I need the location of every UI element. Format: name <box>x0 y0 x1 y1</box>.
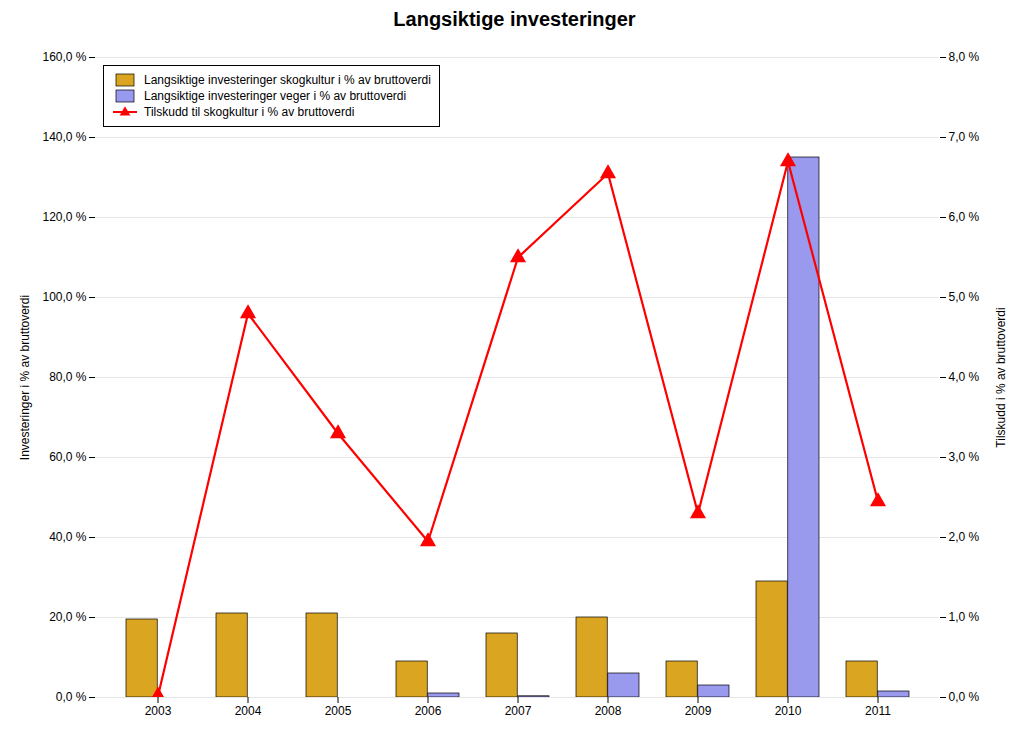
svg-text:2011: 2011 <box>865 704 891 718</box>
svg-text:100,0 %: 100,0 % <box>42 290 86 304</box>
svg-text:120,0 %: 120,0 % <box>42 210 86 224</box>
html-text:Langsiktige investeringer skog: Langsiktige investeringer skogkultur i %… <box>144 73 431 87</box>
svg-text:0,0 %: 0,0 % <box>949 690 980 704</box>
svg-text:40,0 %: 40,0 % <box>49 530 87 544</box>
svg-text:3,0 %: 3,0 % <box>949 450 980 464</box>
html-text:Tilskudd til skogkultur i % av: Tilskudd til skogkultur i % av bruttover… <box>144 105 355 119</box>
svg-text:8,0 %: 8,0 % <box>949 50 980 64</box>
html-text:Langsiktige investeringer: Langsiktige investeringer <box>393 8 636 30</box>
svg-text:2007: 2007 <box>505 704 532 718</box>
svg-text:2,0 %: 2,0 % <box>949 530 980 544</box>
svg-text:0,0 %: 0,0 % <box>56 690 87 704</box>
svg-text:140,0 %: 140,0 % <box>42 130 86 144</box>
svg-text:Tilskudd i % av bruttoverdi: Tilskudd i % av bruttoverdi <box>994 307 1008 447</box>
svg-text:6,0 %: 6,0 % <box>949 210 980 224</box>
svg-text:2009: 2009 <box>685 704 712 718</box>
svg-text:2004: 2004 <box>235 704 262 718</box>
svg-text:2003: 2003 <box>145 704 172 718</box>
svg-text:60,0 %: 60,0 % <box>49 450 87 464</box>
svg-text:2010: 2010 <box>775 704 802 718</box>
html-text:Langsiktige investeringer vege: Langsiktige investeringer veger i % av b… <box>144 89 407 103</box>
svg-text:160,0 %: 160,0 % <box>42 50 86 64</box>
svg-text:2008: 2008 <box>595 704 622 718</box>
svg-text:7,0 %: 7,0 % <box>949 130 980 144</box>
svg-text:5,0 %: 5,0 % <box>949 290 980 304</box>
svg-text:4,0 %: 4,0 % <box>949 370 980 384</box>
svg-text:1,0 %: 1,0 % <box>949 610 980 624</box>
svg-text:20,0 %: 20,0 % <box>49 610 87 624</box>
svg-text:Investeringer i % av bruttover: Investeringer i % av bruttoverdi <box>18 295 32 460</box>
svg-text:2005: 2005 <box>325 704 352 718</box>
svg-text:80,0 %: 80,0 % <box>49 370 87 384</box>
svg-text:2006: 2006 <box>415 704 442 718</box>
